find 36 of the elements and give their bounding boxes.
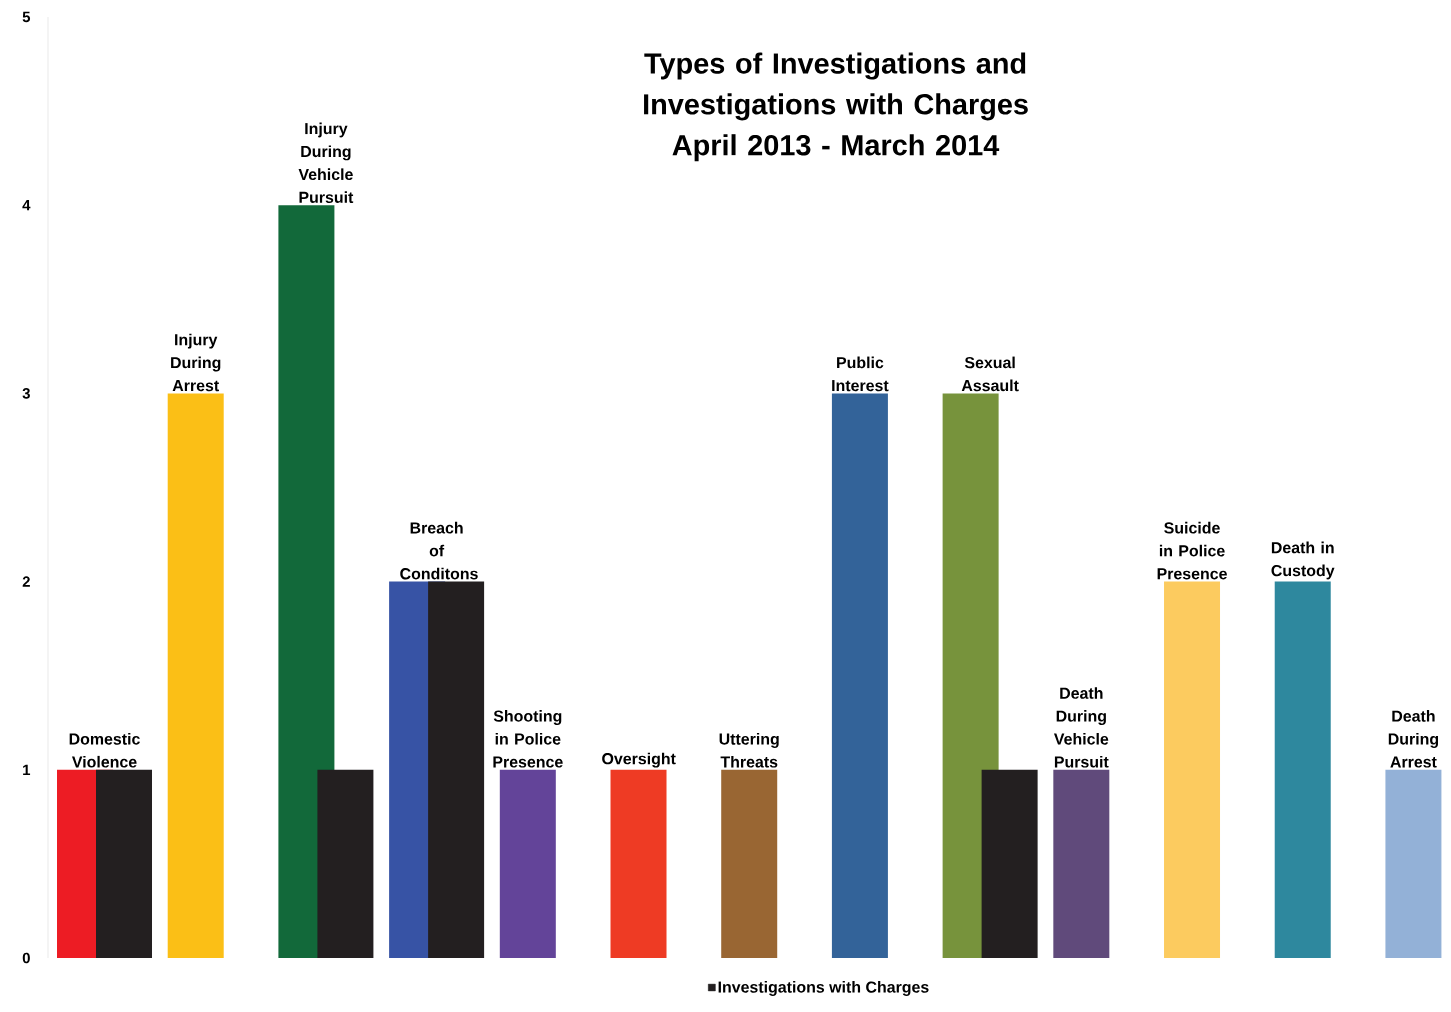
x-tick-label: Domestic Violence (69, 732, 140, 768)
x-tick-label: Injury During Arrest (171, 333, 221, 392)
bar (278, 205, 335, 958)
x-tick-label: Death in Custody (1271, 541, 1335, 580)
x-tick-label: Sexual Assault (961, 356, 1019, 392)
x-tick-label: Uttering Threats (719, 732, 779, 768)
bar (942, 393, 999, 958)
x-tick-label: Death During Arrest (1388, 710, 1439, 768)
x-tick-label: Breach of Conditons (400, 521, 478, 580)
bar (981, 769, 1038, 958)
text: Types of Investigations and Investigations with Charges April 2013 - March 2014 (644, 52, 1028, 162)
bar (831, 393, 888, 958)
x-tick-label: Shooting in Police Presence (493, 710, 563, 768)
bar (1053, 769, 1110, 958)
y-tick-label: 1 (23, 764, 31, 775)
bar (1274, 581, 1331, 958)
y-tick-label: 2 (22, 576, 30, 587)
bar (721, 769, 778, 958)
y-tick-label: 5 (22, 11, 31, 23)
y-tick-label: 3 (22, 388, 30, 399)
x-tick-label: Suicide in Police Presence (1157, 521, 1227, 580)
x-tick-label: Death During Vehicle Pursuit (1053, 687, 1109, 768)
bar (96, 769, 152, 958)
x-tick-label: Public Interest (832, 356, 889, 392)
bar (167, 393, 224, 958)
bar (1385, 769, 1442, 958)
x-tick-label: Oversight (602, 752, 676, 768)
bar (428, 581, 485, 958)
legend-label: Investigations with Charges (718, 981, 929, 996)
bar (1164, 581, 1221, 958)
x-tick-label: Injury During Vehicle Pursuit (298, 122, 354, 203)
bar (499, 769, 556, 958)
y-tick-label: 0 (22, 952, 30, 964)
y-tick-label: 4 (22, 200, 31, 211)
bar (317, 769, 374, 958)
bar (610, 769, 667, 958)
